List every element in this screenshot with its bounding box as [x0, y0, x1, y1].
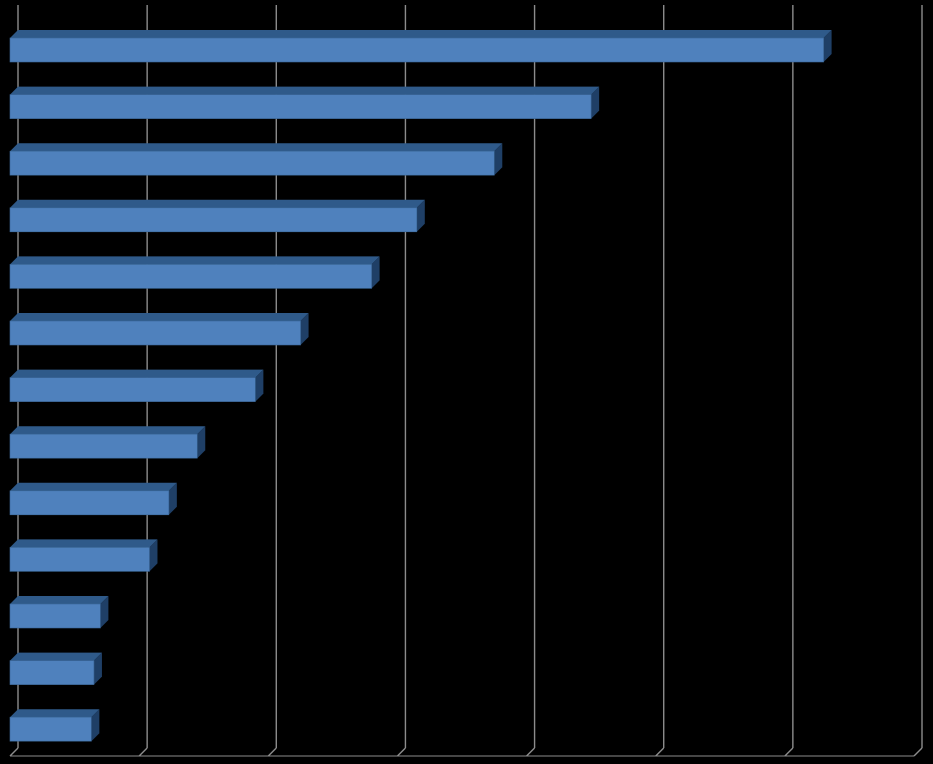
- bar-1-side: [823, 30, 832, 62]
- floor-gridline-6: [784, 747, 794, 757]
- bar-11-top: [10, 596, 109, 604]
- bar-5-side: [371, 256, 380, 289]
- floor-gridline-4: [526, 747, 536, 757]
- bar-4: [9, 199, 425, 233]
- bar-11-front: [9, 603, 101, 629]
- bar-12-front: [9, 660, 95, 685]
- bar-6-side: [300, 313, 309, 345]
- bar-3-side: [494, 143, 503, 176]
- floor-gridline-2: [267, 747, 277, 757]
- bar-8-front: [9, 433, 198, 459]
- bar-13-front: [9, 716, 92, 742]
- bar-2-front: [9, 94, 592, 119]
- bar-3-front: [9, 150, 495, 176]
- bar-12-side: [93, 652, 102, 685]
- bar-13: [9, 709, 100, 742]
- bar-5-front: [9, 264, 372, 289]
- bar-8: [9, 426, 206, 459]
- bar-6-top: [10, 313, 309, 321]
- bar-12-top: [10, 652, 102, 661]
- bar-9-front: [9, 490, 170, 516]
- bar-1-front: [9, 37, 824, 63]
- bar-2-top: [10, 86, 600, 95]
- bar-12: [9, 652, 102, 685]
- floor-gridline-5: [655, 747, 665, 757]
- bar-7: [9, 369, 264, 402]
- bar-3-top: [10, 143, 503, 152]
- bar-8-side: [197, 426, 206, 459]
- bar-5: [9, 256, 380, 289]
- bar-5-top: [10, 256, 380, 265]
- bar-6: [9, 313, 309, 346]
- bar-13-side: [91, 709, 100, 742]
- bar-13-top: [10, 709, 100, 718]
- bar-2-side: [591, 86, 600, 119]
- bar-7-front: [9, 377, 256, 402]
- floor-gridline-3: [396, 747, 406, 757]
- bar-8-top: [10, 426, 206, 435]
- floor-gridline-0: [9, 747, 19, 757]
- bar-10-front: [9, 547, 150, 572]
- bar-4-side: [416, 199, 425, 232]
- bar-4-top: [10, 199, 425, 208]
- bar-11-side: [100, 596, 109, 628]
- bar-6-front: [9, 320, 301, 346]
- floor-gridline-7: [913, 747, 923, 757]
- bar-7-top: [10, 369, 264, 378]
- bar-10-side: [149, 539, 158, 572]
- bar-1-top: [10, 30, 832, 38]
- bar-4-front: [9, 207, 418, 233]
- bar-11: [9, 596, 109, 629]
- bar-10-top: [10, 539, 158, 548]
- bar-3: [9, 143, 503, 176]
- bar-2: [9, 86, 600, 119]
- floor-gridline-1: [138, 747, 148, 757]
- bar-1: [9, 30, 832, 63]
- bar-7-side: [255, 369, 264, 402]
- bar-series: [9, 30, 832, 742]
- bar-9-top: [10, 482, 177, 491]
- bar-9-side: [168, 482, 177, 515]
- bar-9: [9, 482, 177, 516]
- bar-10: [9, 539, 158, 572]
